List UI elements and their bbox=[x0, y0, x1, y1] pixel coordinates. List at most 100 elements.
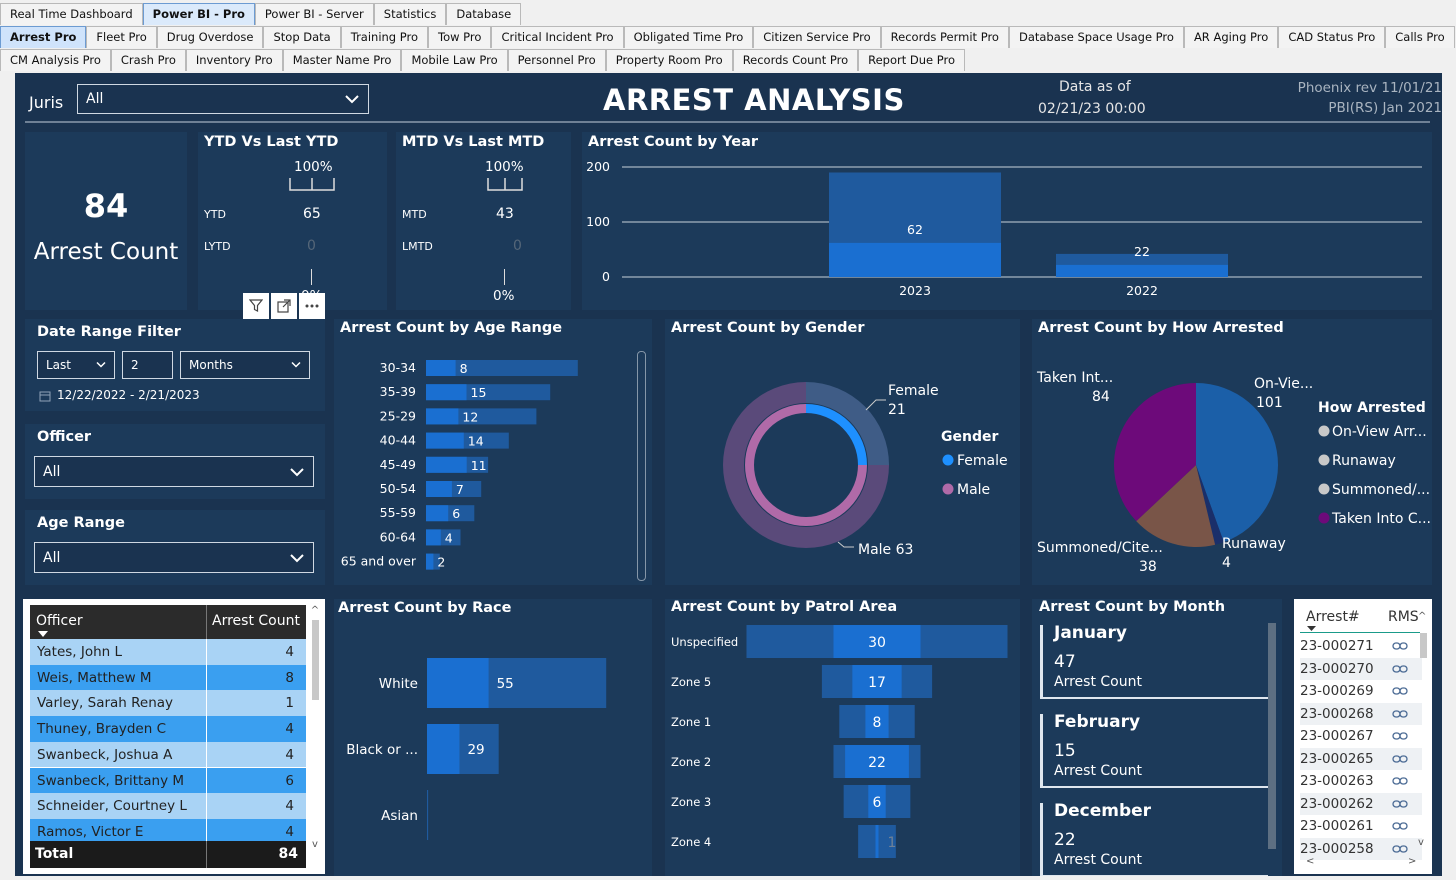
how-arrested-chart-card[interactable]: Arrest Count by How Arrested Taken Int..… bbox=[1032, 319, 1432, 585]
table-row[interactable]: 23-000258 bbox=[1300, 837, 1422, 860]
age-chart-card[interactable]: Arrest Count by Age Range 30-34 8 35-39 15 2… bbox=[334, 319, 652, 585]
table-row[interactable]: Schneider, Courtney L 4 bbox=[30, 793, 306, 819]
tab-citizen-service-pro[interactable]: Citizen Service Pro bbox=[753, 26, 881, 48]
officer-col-header[interactable]: Officer bbox=[36, 613, 83, 629]
table-row[interactable]: 23-000269 bbox=[1300, 680, 1422, 703]
month-card[interactable]: January 47 Arrest Count bbox=[1040, 621, 1268, 699]
link-icon[interactable] bbox=[1392, 684, 1408, 700]
filter-icon[interactable] bbox=[243, 293, 269, 319]
scroll-up-icon[interactable]: ^ bbox=[1418, 611, 1427, 622]
table-row[interactable]: 23-000268 bbox=[1300, 702, 1422, 725]
table-row[interactable]: 23-000271 bbox=[1300, 635, 1422, 658]
age-dropdown[interactable]: All bbox=[34, 542, 314, 573]
scrollbar-thumb[interactable] bbox=[311, 620, 319, 700]
scroll-right-icon[interactable]: > bbox=[1408, 856, 1417, 867]
link-icon[interactable] bbox=[1392, 819, 1408, 835]
tab-cad-status-pro[interactable]: CAD Status Pro bbox=[1278, 26, 1386, 48]
tab-personnel-pro[interactable]: Personnel Pro bbox=[507, 49, 606, 71]
gender-chart-card[interactable]: Arrest Count by Gender Female 21 Male 63 Ge… bbox=[665, 319, 1020, 585]
tab-main-real-time-dashboard[interactable]: Real Time Dashboard bbox=[0, 3, 143, 25]
tab-drug-overdose[interactable]: Drug Overdose bbox=[156, 26, 264, 48]
table-row[interactable]: Weis, Matthew M 8 bbox=[30, 664, 306, 691]
tab-cm-analysis-pro[interactable]: CM Analysis Pro bbox=[0, 49, 111, 71]
month-card[interactable]: December 22 Arrest Count bbox=[1040, 799, 1268, 876]
table-row[interactable]: Varley, Sarah Renay 1 bbox=[30, 690, 306, 717]
link-icon[interactable] bbox=[1392, 752, 1408, 768]
tab-mobile-law-pro[interactable]: Mobile Law Pro bbox=[401, 49, 508, 71]
table-row[interactable]: Thuney, Brayden C 4 bbox=[30, 716, 306, 742]
data-label: 22 bbox=[1134, 244, 1150, 259]
table-row[interactable]: 23-000263 bbox=[1300, 770, 1422, 793]
kpi-card[interactable]: 84 Arrest Count bbox=[25, 132, 187, 310]
focus-mode-icon[interactable] bbox=[271, 293, 297, 319]
table-row[interactable]: Yates, John L 4 bbox=[30, 639, 306, 665]
officer-table[interactable]: Officer Arrest Count Yates, John L 4 Weis,… bbox=[23, 599, 325, 874]
age-chart-scrollbar[interactable] bbox=[637, 351, 646, 581]
arrest-number-col-header[interactable]: Arrest# bbox=[1306, 609, 1360, 625]
tab-crash-pro[interactable]: Crash Pro bbox=[110, 49, 186, 71]
mtd-card[interactable]: MTD Vs Last MTD 100% MTD 43 LMTD 0 0% bbox=[396, 132, 571, 310]
tab-training-pro[interactable]: Training Pro bbox=[340, 26, 429, 48]
tab-database-space-usage-pro[interactable]: Database Space Usage Pro bbox=[1008, 26, 1184, 48]
scrollbar-thumb[interactable] bbox=[1420, 633, 1427, 658]
scrollbar-thumb[interactable] bbox=[638, 352, 645, 472]
table-row[interactable]: 23-000265 bbox=[1300, 747, 1422, 770]
tab-arrest-pro[interactable]: Arrest Pro bbox=[0, 26, 87, 48]
date-mode-dropdown[interactable]: Last bbox=[37, 351, 115, 379]
scroll-down-icon[interactable]: v bbox=[312, 839, 318, 850]
tab-main-statistics[interactable]: Statistics bbox=[373, 3, 447, 25]
month-cards-card[interactable]: Arrest Count by Month January 47 Arrest Co… bbox=[1032, 599, 1282, 876]
tab-stop-data[interactable]: Stop Data bbox=[263, 26, 341, 48]
table-row[interactable]: 23-000262 bbox=[1300, 792, 1422, 815]
year-chart-card[interactable]: Arrest Count by Year 200 100 0 62 2023 22 2022 bbox=[582, 132, 1432, 310]
patrol-chart-card[interactable]: Arrest Count by Patrol Area Unspecified 3… bbox=[665, 599, 1020, 876]
tab-critical-incident-pro[interactable]: Critical Incident Pro bbox=[491, 26, 624, 48]
table-row[interactable]: 23-000261 bbox=[1300, 815, 1422, 838]
scroll-up-icon[interactable]: ^ bbox=[310, 605, 320, 616]
tab-records-permit-pro[interactable]: Records Permit Pro bbox=[880, 26, 1009, 48]
tab-ar-aging-pro[interactable]: AR Aging Pro bbox=[1183, 26, 1279, 48]
race-chart: White 55 Black or ... 29 Asian bbox=[346, 658, 607, 840]
tab-main-power-bi-server[interactable]: Power BI - Server bbox=[254, 3, 374, 25]
link-icon[interactable] bbox=[1392, 797, 1408, 813]
officer-dropdown[interactable]: All bbox=[34, 456, 314, 487]
tab-records-count-pro[interactable]: Records Count Pro bbox=[732, 49, 859, 71]
juris-dropdown[interactable]: All bbox=[77, 84, 369, 114]
link-icon[interactable] bbox=[1392, 729, 1408, 745]
tab-bar-main: Real Time Dashboard Power BI - Pro Power B… bbox=[0, 2, 522, 25]
officer-table-scrollbar[interactable]: ^ v bbox=[309, 605, 321, 868]
month-card[interactable]: February 15 Arrest Count bbox=[1040, 710, 1268, 788]
table-row[interactable]: Ramos, Victor E 4 bbox=[30, 818, 306, 841]
count-col-header[interactable]: Arrest Count bbox=[212, 613, 300, 629]
table-row[interactable]: 23-000270 bbox=[1300, 657, 1422, 680]
ytd-card[interactable]: YTD Vs Last YTD 100% YTD 65 LYTD 0 0% bbox=[198, 132, 387, 319]
tab-obligated-time-pro[interactable]: Obligated Time Pro bbox=[623, 26, 754, 48]
link-icon[interactable] bbox=[1392, 639, 1408, 655]
tab-main-power-bi-pro[interactable]: Power BI - Pro bbox=[142, 3, 255, 25]
rms-col-header[interactable]: RMS bbox=[1388, 609, 1419, 625]
tab-property-room-pro[interactable]: Property Room Pro bbox=[605, 49, 733, 71]
tab-main-database[interactable]: Database bbox=[446, 3, 522, 25]
link-icon[interactable] bbox=[1392, 662, 1408, 678]
tab-master-name-pro[interactable]: Master Name Pro bbox=[282, 49, 402, 71]
scroll-left-icon[interactable]: < bbox=[1306, 856, 1315, 867]
link-icon[interactable] bbox=[1392, 842, 1408, 858]
link-icon[interactable] bbox=[1392, 707, 1408, 723]
link-icon[interactable] bbox=[1392, 774, 1408, 790]
rms-table[interactable]: Arrest# RMS 23-000271 23-000270 23-000269 2… bbox=[1294, 599, 1432, 874]
table-row[interactable]: Swanbeck, Brittany M 6 bbox=[30, 767, 306, 794]
table-row[interactable]: Swanbeck, Joshua A 4 bbox=[30, 741, 306, 768]
date-count-input[interactable]: 2 bbox=[122, 351, 173, 379]
date-unit-dropdown[interactable]: Months bbox=[180, 351, 310, 379]
tab-calls-pro[interactable]: Calls Pro bbox=[1385, 26, 1455, 48]
tab-report-due-pro[interactable]: Report Due Pro bbox=[858, 49, 966, 71]
y-tick-label: 40-44 bbox=[380, 433, 416, 448]
table-row[interactable]: 23-000267 bbox=[1300, 725, 1422, 748]
race-chart-card[interactable]: Arrest Count by Race White 55 Black or ...… bbox=[334, 599, 652, 876]
tab-tow-pro[interactable]: Tow Pro bbox=[428, 26, 492, 48]
month-cards-scrollbar[interactable] bbox=[1268, 623, 1276, 849]
scroll-down-icon[interactable]: v bbox=[1418, 837, 1424, 848]
tab-inventory-pro[interactable]: Inventory Pro bbox=[185, 49, 283, 71]
more-options-icon[interactable] bbox=[299, 293, 325, 319]
tab-fleet-pro[interactable]: Fleet Pro bbox=[86, 26, 157, 48]
